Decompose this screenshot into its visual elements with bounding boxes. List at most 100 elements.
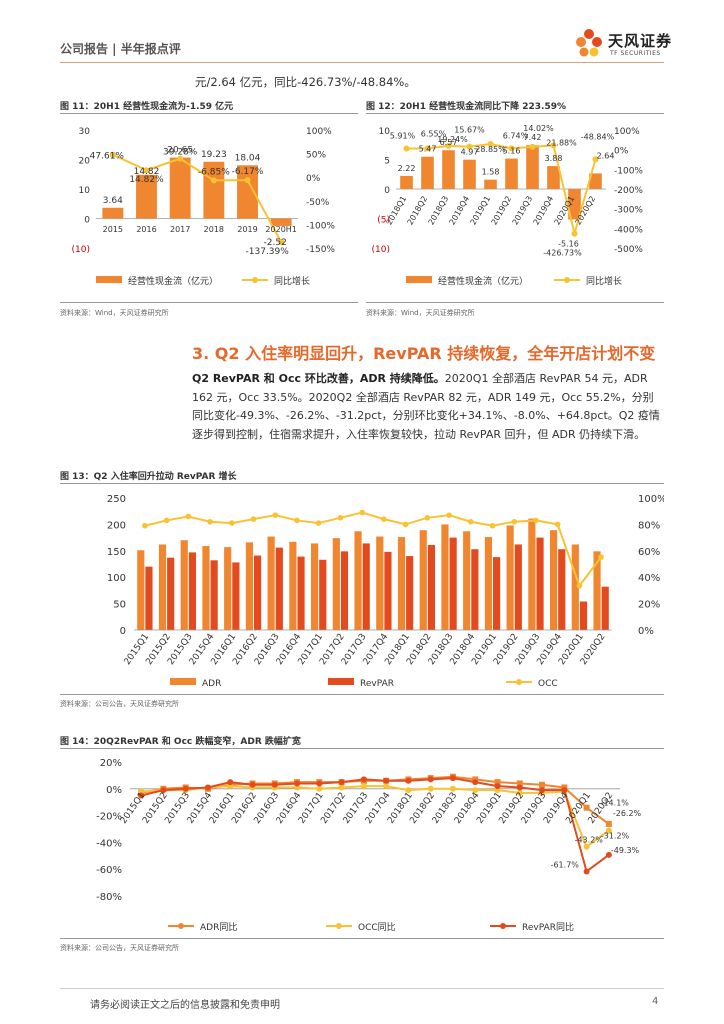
rev-point-2016Q4: [294, 780, 301, 787]
y-right-tick: 60%: [638, 547, 660, 558]
adr-bar-2015Q4: [202, 546, 210, 630]
adr-bar-2018Q1: [397, 537, 406, 630]
bar-2019Q1: [484, 179, 497, 189]
growth-point-2018Q1: [403, 145, 410, 152]
adr-bar-2018Q3: [441, 524, 449, 630]
brand-logo-icon: [576, 29, 602, 57]
revpar-bar-2016Q1: [232, 562, 240, 630]
y-right-tick: 100%: [614, 127, 640, 137]
x-tick: 2017: [170, 225, 190, 234]
x-tick: 2020H1: [265, 225, 296, 234]
bar-2020Q1: [568, 189, 581, 220]
legend-marker-growth: [564, 277, 570, 283]
adr-bar-2020Q2: [593, 551, 601, 630]
fig12-chart: 10 5 0 (5) (10) 100% 0% -100% -200% -300% -400% -50…: [372, 124, 644, 287]
legend-label-growth: 同比增长: [274, 275, 310, 287]
occ-label: -31.2%: [601, 832, 630, 841]
occ-point-2019Q4: [554, 521, 561, 528]
y-right-tick: -400%: [614, 225, 643, 235]
rev-point-2016Q1: [227, 779, 234, 786]
x-tick: 2015: [103, 225, 123, 234]
y-left-tick: (10): [72, 245, 90, 255]
y-left-tick: 0: [384, 186, 390, 196]
legend-label-adr: ADR同比: [200, 921, 237, 933]
legend-label-revpar: RevPAR: [360, 679, 394, 689]
growth-point-2018Q2: [424, 145, 431, 152]
rev-point-2018Q1: [405, 777, 412, 784]
y-right-tick: -300%: [614, 206, 643, 216]
y-tick: -60%: [96, 865, 122, 876]
fig13-top-rule: [60, 483, 664, 484]
legend-marker-growth: [252, 277, 258, 283]
y-left-tick: 150: [107, 547, 126, 558]
occ-point-2017Q4: [383, 783, 390, 790]
occ-yoy-line: [141, 785, 610, 849]
growth-point-2018Q4: [466, 143, 473, 150]
fig12-title: 图 12：20H1 经营性现金流同比下降 223.59%: [366, 102, 566, 112]
growth-label: 5.91%: [390, 132, 416, 141]
adr-bar-2020Q1: [571, 544, 579, 630]
y-right-tick: 100%: [638, 494, 664, 505]
adr-bar-2017Q1: [311, 543, 319, 630]
occ-point-2018Q1: [405, 787, 412, 794]
rev-point-2017Q1: [316, 780, 323, 787]
bar-2016: [136, 174, 157, 219]
fig11-bottom-rule: [60, 302, 358, 303]
rev-point-2018Q2: [427, 776, 434, 783]
revpar-bar-2017Q2: [340, 551, 349, 630]
growth-point-2020Q1: [571, 230, 578, 237]
growth-label: 19.24%: [437, 135, 468, 144]
legend-label-growth: 同比增长: [586, 275, 622, 287]
legend-marker-occ: [336, 923, 342, 929]
fig12-bottom-rule: [366, 302, 664, 303]
revpar-bar-2015Q2: [167, 557, 175, 630]
growth-label: 15.67%: [454, 126, 485, 135]
y-left-tick: 30: [79, 127, 91, 137]
growth-label: 39.28%: [163, 148, 198, 158]
occ-point-2017Q2: [338, 784, 345, 791]
revpar-bar-2017Q3: [362, 543, 370, 630]
revpar-bar-2015Q1: [145, 566, 153, 630]
paragraph-body: 2020Q1 全部酒店 RevPAR 54 元，ADR 162 元，Occ 33…: [192, 372, 660, 441]
legend-label-rev: RevPAR同比: [522, 921, 574, 933]
report-type-header: 公司报告 | 半年报点评: [60, 42, 181, 56]
y-right-tick: -100%: [306, 221, 335, 231]
rev-point-2019Q1: [494, 783, 501, 790]
y-left-tick: 100: [107, 573, 126, 584]
occ-point-2017Q4: [381, 516, 387, 522]
legend-label-adr: ADR: [202, 679, 221, 689]
rev-point-2016Q3: [271, 781, 278, 788]
y-left-tick: (5): [377, 216, 390, 226]
bar-label: 7.42: [524, 133, 542, 142]
rev-yoy-line: [140, 777, 610, 874]
occ-point-2016Q4: [294, 517, 300, 524]
legend-label-bar: 经营性现金流（亿元）: [438, 275, 528, 287]
occ-point-2015Q2: [163, 517, 170, 524]
growth-point-2017: [177, 155, 184, 162]
bar-label: 3.64: [103, 196, 123, 206]
footer-divider: [60, 988, 664, 989]
growth-point-2019: [244, 177, 251, 184]
y-tick: -80%: [96, 892, 122, 903]
growth-label: -6.85%: [198, 167, 230, 177]
fig11-top-rule: [60, 113, 358, 114]
revpar-bar-2018Q4: [471, 549, 479, 630]
bar-label: 4.97: [461, 148, 479, 157]
growth-label: 47.61%: [90, 152, 125, 162]
y-right-tick: 100%: [306, 127, 332, 137]
bar-2018Q2: [421, 156, 434, 189]
y-tick: -40%: [96, 838, 122, 849]
rev-point-2019Q4: [561, 787, 568, 794]
x-tick: 2019: [237, 225, 257, 234]
growth-point-2019Q2: [508, 145, 515, 152]
rev-point-2018Q3: [449, 775, 456, 782]
occ-line: [144, 511, 602, 588]
occ-point-2018Q1: [402, 521, 409, 528]
y-right-tick: -500%: [614, 245, 643, 255]
occ-point-2017Q3: [360, 783, 367, 790]
growth-label: 21.88%: [546, 138, 577, 147]
y-right-tick: 50%: [306, 151, 326, 161]
growth-point-2019Q4: [550, 142, 557, 149]
adr-bar-2016Q3: [267, 536, 275, 630]
bar-2020H1: [270, 218, 292, 226]
